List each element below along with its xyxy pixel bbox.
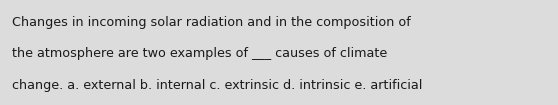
Text: the atmosphere are two examples of ___ causes of climate: the atmosphere are two examples of ___ c… [12,47,387,60]
Text: Changes in incoming solar radiation and in the composition of: Changes in incoming solar radiation and … [12,16,411,29]
Text: change. a. external b. internal c. extrinsic d. intrinsic e. artificial: change. a. external b. internal c. extri… [12,79,422,92]
